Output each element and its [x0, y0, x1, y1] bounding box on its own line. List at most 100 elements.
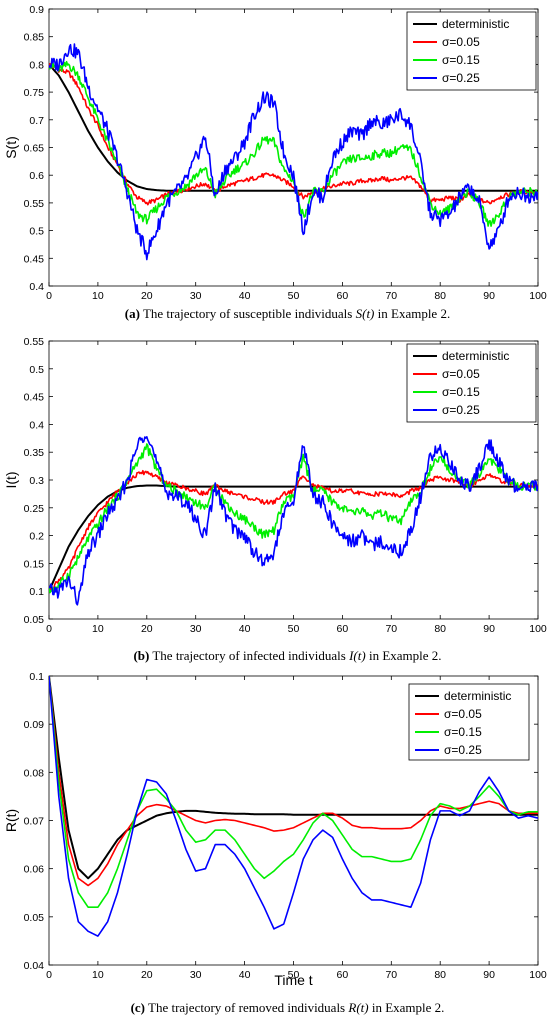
y-tick-label: 0.08	[24, 767, 45, 779]
legend-label: deterministic	[442, 349, 509, 363]
y-tick-label: 0.07	[24, 816, 45, 828]
legend-label: σ=0.25	[444, 743, 482, 757]
caption-tail: in Example 2.	[374, 306, 450, 321]
y-tick-label: 0.15	[24, 558, 45, 570]
y-axis-label: I(t)	[3, 471, 19, 488]
series-line---0-05	[49, 63, 538, 206]
x-tick-label: 90	[483, 623, 495, 635]
x-tick-label: 20	[141, 623, 153, 635]
legend-label: σ=0.05	[442, 367, 480, 381]
series-line---0-15	[49, 443, 538, 594]
series-line-deterministic	[49, 63, 538, 192]
caption-tail: in Example 2.	[369, 1000, 445, 1015]
series-line---0-25	[49, 43, 538, 261]
y-tick-label: 0.09	[24, 719, 45, 731]
x-tick-label: 100	[529, 969, 547, 981]
legend: deterministic σ=0.05 σ=0.15 σ=0.25	[408, 683, 530, 761]
x-tick-label: 50	[288, 290, 300, 302]
legend-label: σ=0.25	[442, 71, 480, 85]
legend-label: σ=0.05	[444, 707, 482, 721]
legend-label: σ=0.15	[444, 725, 482, 739]
x-tick-label: 0	[46, 290, 52, 302]
x-tick-label: 80	[434, 290, 446, 302]
x-tick-label: 40	[239, 623, 251, 635]
y-tick-label: 0.04	[24, 960, 45, 972]
x-tick-label: 60	[337, 290, 349, 302]
legend: deterministic σ=0.05 σ=0.15 σ=0.25	[406, 11, 537, 91]
x-tick-label: 100	[529, 623, 547, 635]
chart-panel-b: 0 10 20 30 40 50 60 70 80 90 100 0.05 0.1 0.15 0.2 0.25…	[3, 336, 547, 663]
legend-label: deterministic	[442, 17, 509, 31]
y-tick-label: 0.6	[29, 170, 44, 182]
y-tick-label: 0.3	[29, 475, 44, 487]
x-tick-label: 70	[385, 969, 397, 981]
x-tick-label: 40	[239, 290, 251, 302]
x-tick-label: 30	[190, 623, 202, 635]
x-tick-label: 10	[92, 623, 104, 635]
series-group	[49, 676, 538, 937]
caption-label: (b)	[133, 648, 149, 663]
y-tick-label: 0.75	[24, 87, 45, 99]
legend-label: σ=0.25	[442, 403, 480, 417]
x-tick-label: 30	[190, 969, 202, 981]
figure-caption: (b) The trajectory of infected individua…	[133, 648, 441, 663]
y-tick-label: 0.1	[29, 671, 44, 683]
x-tick-label: 100	[529, 290, 547, 302]
y-tick-label: 0.4	[29, 281, 44, 293]
x-tick-label: 0	[46, 623, 52, 635]
legend-label: σ=0.15	[442, 53, 480, 67]
caption-text: The trajectory of susceptible individual…	[140, 306, 356, 321]
y-tick-label: 0.55	[24, 198, 45, 210]
y-tick-label: 0.4	[29, 419, 44, 431]
y-tick-label: 0.8	[29, 59, 44, 71]
y-tick-label: 0.55	[24, 336, 45, 348]
y-tick-label: 0.5	[29, 226, 44, 238]
caption-symbol: S(t)	[356, 306, 375, 321]
series-line---0-15	[49, 676, 538, 909]
y-tick-label: 0.2	[29, 531, 44, 543]
caption-text: The trajectory of removed individuals	[145, 1000, 348, 1015]
y-axis-label: S(t)	[3, 136, 19, 159]
chart-panel-a: 0 10 20 30 40 50 60 70 80 90 100 0.4 0.45 0.5 0.55 0.6 0…	[3, 4, 547, 321]
legend: deterministic σ=0.05 σ=0.15 σ=0.25	[406, 343, 537, 423]
x-tick-label: 70	[385, 290, 397, 302]
legend-label: σ=0.15	[442, 385, 480, 399]
caption-label: (c)	[131, 1000, 145, 1015]
x-axis-label: Time t	[274, 972, 312, 988]
x-tick-label: 30	[190, 290, 202, 302]
x-tick-label: 80	[434, 969, 446, 981]
y-tick-label: 0.45	[24, 392, 45, 404]
x-tick-label: 40	[239, 969, 251, 981]
figure-caption: (a) The trajectory of susceptible indivi…	[125, 306, 450, 321]
x-tick-label: 50	[288, 623, 300, 635]
series-line---0-25	[49, 676, 538, 937]
y-tick-label: 0.35	[24, 447, 45, 459]
series-line---0-05	[49, 469, 538, 593]
x-tick-label: 80	[434, 623, 446, 635]
x-tick-label: 50	[288, 969, 300, 981]
series-group	[49, 435, 538, 606]
series-line---0-25	[49, 435, 538, 606]
x-tick-label: 20	[141, 290, 153, 302]
y-tick-label: 0.05	[24, 912, 45, 924]
x-tick-label: 10	[92, 290, 104, 302]
x-tick-label: 0	[46, 969, 52, 981]
caption-symbol: I(t)	[348, 648, 366, 663]
series-group	[49, 43, 538, 261]
caption-symbol: R(t)	[347, 1000, 368, 1015]
chart-panel-c: 0 10 20 30 40 50 60 70 80 90 100 0.04 0.05 0.06 0.07 0.…	[3, 671, 547, 1015]
legend-label: deterministic	[444, 689, 511, 703]
y-tick-label: 0.05	[24, 614, 45, 626]
x-tick-label: 20	[141, 969, 153, 981]
x-tick-label: 90	[483, 969, 495, 981]
y-tick-label: 0.65	[24, 143, 45, 155]
x-tick-label: 10	[92, 969, 104, 981]
y-tick-label: 0.1	[29, 586, 44, 598]
y-axis-label: R(t)	[3, 809, 19, 832]
figure-caption: (c) The trajectory of removed individual…	[131, 1000, 445, 1015]
y-tick-label: 0.45	[24, 253, 45, 265]
y-tick-label: 0.25	[24, 503, 45, 515]
x-tick-label: 60	[337, 623, 349, 635]
series-line-deterministic	[49, 484, 538, 592]
